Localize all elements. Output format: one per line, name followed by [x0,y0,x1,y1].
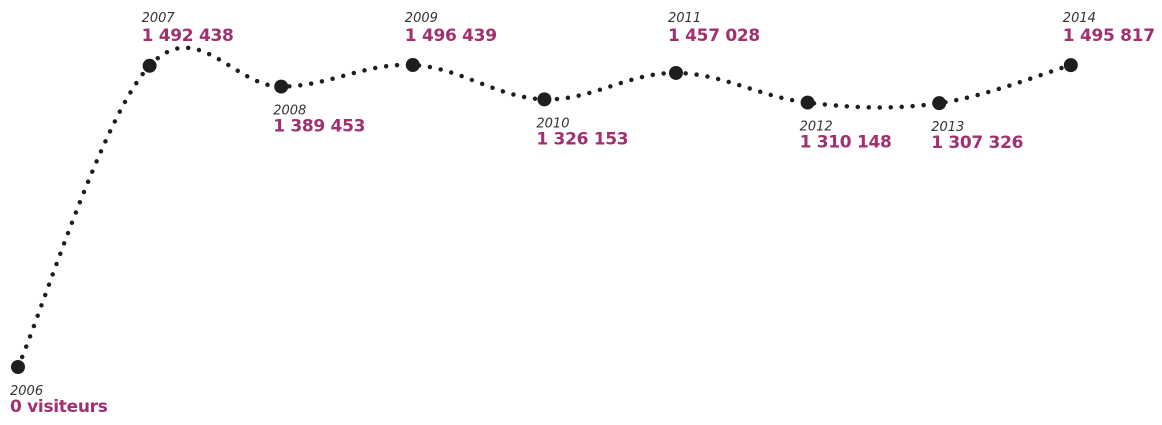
point [405,58,420,72]
year-label: 2010 [536,116,569,131]
value-label: 1 310 148 [800,133,892,153]
point [274,79,289,94]
point [537,92,552,107]
year-label: 2007 [142,11,176,26]
year-label: 2012 [800,120,833,135]
year-label: 2009 [405,11,438,26]
year-label: 2006 [10,384,43,399]
point [800,95,815,110]
year-label: 2011 [668,11,701,26]
value-label: 1 495 817 [1063,26,1155,46]
value-label: 1 389 453 [273,117,365,137]
point [1063,58,1078,73]
value-label: 1 326 153 [536,129,628,149]
value-label: 1 307 326 [931,133,1023,153]
value-label: 1 496 439 [405,26,497,46]
value-label: 0 visiteurs [10,397,108,417]
point [142,58,157,73]
year-label: 2008 [273,104,306,119]
point [669,65,683,80]
value-label: 1 492 438 [142,26,234,46]
year-label: 2014 [1063,11,1096,26]
point [932,96,947,111]
year-label: 2013 [931,120,964,135]
value-label: 1 457 028 [668,26,760,46]
point [11,360,25,374]
